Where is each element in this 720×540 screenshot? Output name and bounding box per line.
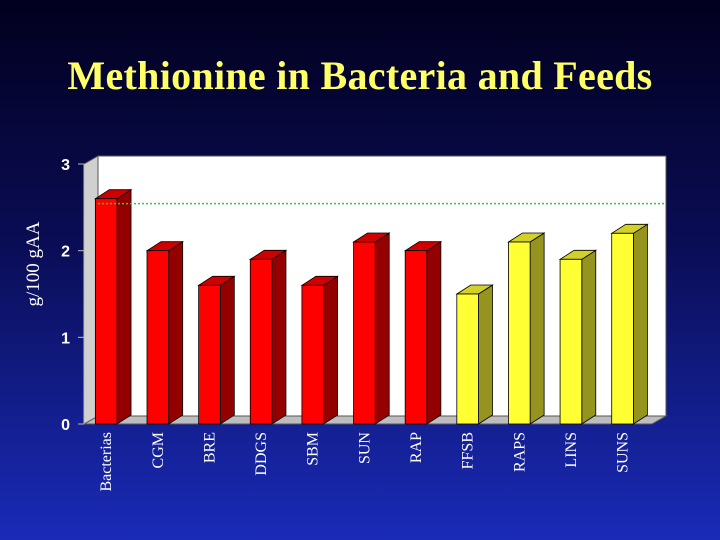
- y-tick-label: 1: [61, 330, 70, 347]
- bar-side-rap: [426, 240, 442, 425]
- bar-side-sun: [374, 232, 390, 425]
- x-tick-label: RAP: [408, 432, 425, 463]
- bar-side-cgm: [168, 240, 184, 425]
- x-tick-label: CGM: [150, 432, 167, 468]
- x-tick-label: SUNS: [615, 432, 632, 473]
- bar-bre: [198, 284, 221, 425]
- x-tick-label: RAPS: [511, 432, 528, 472]
- x-tick-label: FFSB: [460, 432, 477, 469]
- bar-sbm: [301, 284, 324, 425]
- x-tick-label: SBM: [305, 432, 322, 466]
- x-tick-label: BRE: [201, 432, 218, 463]
- x-tick-label: DDGS: [253, 432, 270, 476]
- x-tick-label: LINS: [563, 432, 580, 468]
- bar-suns: [611, 232, 634, 425]
- bar-cgm: [146, 250, 170, 425]
- bar-bacterias: [94, 198, 118, 425]
- bar-side-suns: [633, 223, 648, 425]
- y-axis-title: g/100 gAA: [23, 221, 44, 306]
- chart-title: Methionine in Bacteria and Feeds: [67, 53, 653, 98]
- bar-lins: [559, 258, 583, 425]
- bar-side-lins: [581, 249, 597, 425]
- bar-ddgs: [249, 258, 273, 425]
- y-tick-label: 0: [61, 417, 70, 434]
- bar-raps: [508, 241, 531, 425]
- y-tick-label: 3: [61, 157, 70, 174]
- x-tick-label: SUN: [356, 432, 373, 464]
- bar-side-sbm: [323, 275, 338, 425]
- bar-rap: [404, 250, 428, 425]
- bar-side-ddgs: [271, 249, 287, 425]
- bar-side-raps: [529, 232, 545, 425]
- bar-side-bre: [219, 275, 235, 425]
- bar-ffsb: [456, 293, 479, 425]
- bar-side-ffsb: [478, 284, 493, 425]
- bar-sun: [353, 241, 376, 425]
- bar-side-bacterias: [116, 188, 132, 425]
- y-tick-label: 2: [61, 244, 70, 261]
- x-tick-label: Bacterias: [98, 432, 115, 492]
